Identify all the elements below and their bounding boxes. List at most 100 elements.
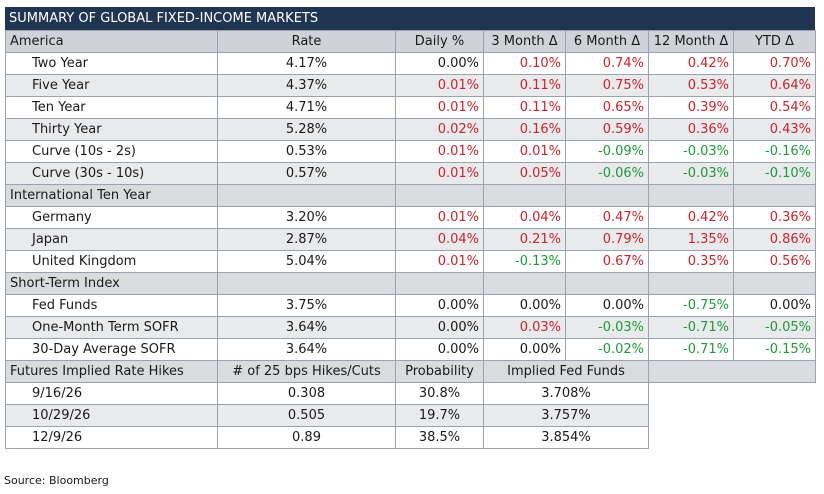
rate-cell: 4.37%: [217, 74, 396, 97]
futures-implied: 3.854%: [483, 426, 649, 449]
futures-header-row: Futures Implied Rate Hikes # of 25 bps Hi…: [5, 360, 816, 383]
change-cell-m12: -0.03%: [648, 162, 734, 185]
rate-cell: 0.53%: [217, 140, 396, 163]
section-header: International Ten Year: [5, 184, 218, 207]
section-header-blank: [648, 184, 734, 207]
table-row: 30-Day Average SOFR 3.64% 0.00% 0.00% -0.02%…: [5, 338, 816, 361]
change-cell-daily: 0.00%: [395, 316, 484, 339]
futures-row: 10/29/26 0.505 19.7% 3.757%: [5, 404, 816, 427]
table-row: Five Year 4.37% 0.01% 0.11% 0.75% 0.53% 0.64%: [5, 74, 816, 97]
change-cell-daily: 0.00%: [395, 52, 484, 75]
change-cell-ytd: 0.54%: [733, 96, 816, 119]
column-header: 6 Month Δ: [565, 30, 649, 53]
change-cell-m12: 0.35%: [648, 250, 734, 273]
change-cell-m3: 0.21%: [483, 228, 566, 251]
section-header-blank: [483, 272, 566, 295]
futures-row: 9/16/26 0.308 30.8% 3.708%: [5, 382, 816, 405]
row-label: Two Year: [5, 52, 218, 75]
section-header-america: America: [5, 30, 218, 53]
change-cell-m3: 0.00%: [483, 294, 566, 317]
row-label: Curve (30s - 10s): [5, 162, 218, 185]
section-header-blank: [395, 184, 484, 207]
change-cell-daily: 0.02%: [395, 118, 484, 141]
futures-hikes: 0.308: [217, 382, 396, 405]
section-header-blank: [565, 272, 649, 295]
change-cell-ytd: -0.10%: [733, 162, 816, 185]
change-cell-daily: 0.00%: [395, 294, 484, 317]
futures-probability: 19.7%: [395, 404, 484, 427]
change-cell-ytd: 0.43%: [733, 118, 816, 141]
markets-summary-panel: SUMMARY OF GLOBAL FIXED-INCOME MARKETS A…: [5, 7, 816, 449]
table-row: Curve (30s - 10s) 0.57% 0.01% 0.05% -0.06% -0…: [5, 162, 816, 185]
rate-cell: 0.57%: [217, 162, 396, 185]
change-cell-daily: 0.01%: [395, 74, 484, 97]
column-header: Rate: [217, 30, 396, 53]
section-header: Short-Term Index: [5, 272, 218, 295]
section-header-blank: [733, 184, 816, 207]
change-cell-m3: 0.04%: [483, 206, 566, 229]
change-cell-daily: 0.04%: [395, 228, 484, 251]
futures-date: 9/16/26: [5, 382, 218, 405]
futures-hikes: 0.505: [217, 404, 396, 427]
column-header: Daily %: [395, 30, 484, 53]
section-header-row: International Ten Year: [5, 184, 816, 207]
futures-header-blank: [648, 360, 816, 383]
table-row: United Kingdom 5.04% 0.01% -0.13% 0.67% 0.35%…: [5, 250, 816, 273]
rate-cell: 5.28%: [217, 118, 396, 141]
row-label: Fed Funds: [5, 294, 218, 317]
column-header: 3 Month Δ: [483, 30, 566, 53]
change-cell-m6: 0.74%: [565, 52, 649, 75]
rate-cell: 4.71%: [217, 96, 396, 119]
row-label: 30-Day Average SOFR: [5, 338, 218, 361]
change-cell-m12: 0.53%: [648, 74, 734, 97]
futures-header-hikes: # of 25 bps Hikes/Cuts: [217, 360, 396, 383]
change-cell-m6: 0.67%: [565, 250, 649, 273]
change-cell-m3: 0.00%: [483, 338, 566, 361]
futures-row: 12/9/26 0.89 38.5% 3.854%: [5, 426, 816, 449]
table-row: One-Month Term SOFR 3.64% 0.00% 0.03% -0.03%…: [5, 316, 816, 339]
row-label: Germany: [5, 206, 218, 229]
change-cell-m12: 1.35%: [648, 228, 734, 251]
change-cell-m6: -0.03%: [565, 316, 649, 339]
change-cell-ytd: -0.16%: [733, 140, 816, 163]
change-cell-m3: 0.10%: [483, 52, 566, 75]
change-cell-m6: 0.59%: [565, 118, 649, 141]
change-cell-m12: -0.71%: [648, 316, 734, 339]
section-header-blank: [565, 184, 649, 207]
change-cell-m12: 0.42%: [648, 52, 734, 75]
futures-implied: 3.708%: [483, 382, 649, 405]
futures-hikes: 0.89: [217, 426, 396, 449]
change-cell-m3: 0.11%: [483, 96, 566, 119]
section-header-blank: [217, 184, 396, 207]
change-cell-m3: 0.16%: [483, 118, 566, 141]
change-cell-m6: 0.00%: [565, 294, 649, 317]
futures-header-implied: Implied Fed Funds: [483, 360, 649, 383]
futures-header-probability: Probability: [395, 360, 484, 383]
rate-cell: 3.20%: [217, 206, 396, 229]
rate-cell: 2.87%: [217, 228, 396, 251]
change-cell-daily: 0.01%: [395, 206, 484, 229]
change-cell-daily: 0.01%: [395, 162, 484, 185]
change-cell-daily: 0.01%: [395, 250, 484, 273]
rate-cell: 3.64%: [217, 316, 396, 339]
column-header: YTD Δ: [733, 30, 816, 53]
change-cell-m6: -0.06%: [565, 162, 649, 185]
row-label: Curve (10s - 2s): [5, 140, 218, 163]
change-cell-daily: 0.01%: [395, 96, 484, 119]
change-cell-m12: -0.03%: [648, 140, 734, 163]
futures-header-label: Futures Implied Rate Hikes: [5, 360, 218, 383]
change-cell-ytd: 0.56%: [733, 250, 816, 273]
table-row: Germany 3.20% 0.01% 0.04% 0.47% 0.42% 0.36%: [5, 206, 816, 229]
change-cell-m12: 0.36%: [648, 118, 734, 141]
futures-date: 10/29/26: [5, 404, 218, 427]
change-cell-daily: 0.01%: [395, 140, 484, 163]
futures-date: 12/9/26: [5, 426, 218, 449]
rate-cell: 5.04%: [217, 250, 396, 273]
change-cell-m12: -0.75%: [648, 294, 734, 317]
row-label: Japan: [5, 228, 218, 251]
row-label: United Kingdom: [5, 250, 218, 273]
change-cell-m6: 0.65%: [565, 96, 649, 119]
section-header-blank: [733, 272, 816, 295]
